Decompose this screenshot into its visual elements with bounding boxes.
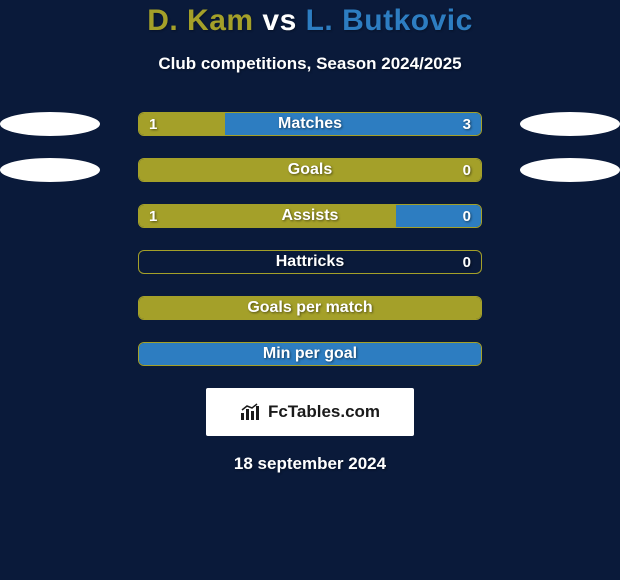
date-text: 18 september 2024: [0, 454, 620, 474]
title-vs: vs: [254, 4, 306, 37]
bar-fill-left: [139, 205, 396, 227]
stat-bar: Hattricks0: [138, 250, 482, 274]
brand-text: FcTables.com: [268, 402, 380, 422]
player1-oval: [0, 112, 100, 136]
chart-icon: [240, 403, 262, 421]
bar-fill-right: [225, 113, 482, 135]
subtitle: Club competitions, Season 2024/2025: [0, 54, 620, 74]
stat-row: Min per goal: [0, 342, 620, 366]
player1-name: D. Kam: [147, 4, 253, 37]
player1-oval: [0, 158, 100, 182]
stat-row: Hattricks0: [0, 250, 620, 274]
brand-badge: FcTables.com: [206, 388, 414, 436]
stat-value-right: 0: [463, 251, 471, 273]
bar-fill-left: [139, 113, 225, 135]
stat-bar: Goals per match: [138, 296, 482, 320]
stat-bar: Matches13: [138, 112, 482, 136]
stat-bar: Goals0: [138, 158, 482, 182]
stat-row: Goals0: [0, 158, 620, 182]
player2-oval: [520, 112, 620, 136]
stat-row: Goals per match: [0, 296, 620, 320]
comparison-infographic: D. Kam vs L. Butkovic Club competitions,…: [0, 0, 620, 474]
player2-oval: [520, 158, 620, 182]
page-title: D. Kam vs L. Butkovic: [0, 4, 620, 38]
bar-fill-left: [139, 297, 481, 319]
bar-fill-left: [139, 159, 481, 181]
stat-row: Assists10: [0, 204, 620, 228]
bar-fill-right: [139, 343, 481, 365]
stat-bar: Min per goal: [138, 342, 482, 366]
stat-label: Hattricks: [139, 251, 481, 273]
player2-name: L. Butkovic: [306, 4, 473, 37]
stats-rows-container: Matches13 Goals0 Assists10 Hattricks0 Goals …: [0, 112, 620, 366]
stat-row: Matches13: [0, 112, 620, 136]
stat-bar: Assists10: [138, 204, 482, 228]
bar-fill-right: [396, 205, 482, 227]
